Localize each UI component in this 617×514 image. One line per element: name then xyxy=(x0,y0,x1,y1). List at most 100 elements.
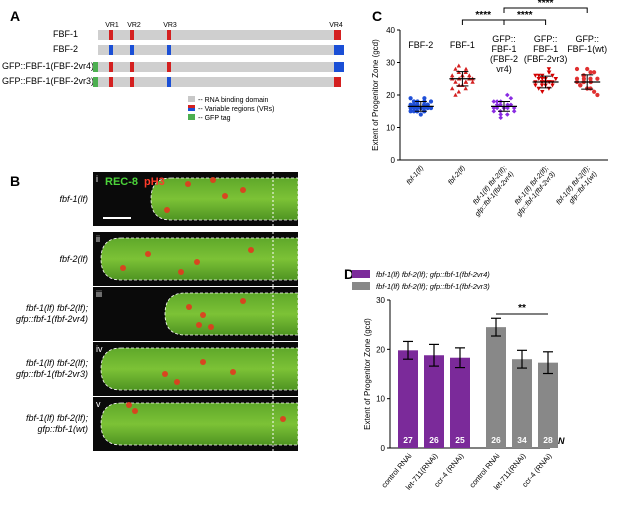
data-point xyxy=(511,108,517,114)
group-title: FBF-1 xyxy=(533,44,558,54)
y-tick-label: 0 xyxy=(391,156,396,165)
genotype-label: fbf-1(lf) fbf-2(lf); gfp::fbf-1(fbf-2vr3) xyxy=(0,358,88,380)
vr3-label: VR3 xyxy=(163,22,177,29)
fbf1-vr2 xyxy=(130,30,134,40)
ph3-positive-nucleus xyxy=(240,298,246,304)
ph3-positive-nucleus xyxy=(222,193,228,199)
domain-diagram-svg: VR1 VR2 VR3 VR4 FBF-1 FBF-2 GFP::FBF-1(F… xyxy=(2,22,344,122)
micrograph-panel: i REC-8 pH3 xyxy=(93,172,298,226)
data-point xyxy=(453,66,458,71)
legend-vr-swatch-blue xyxy=(188,108,195,111)
fbf1-vr4 xyxy=(334,30,341,40)
fbf2-vr4 xyxy=(334,45,344,55)
significance-bracket xyxy=(503,7,588,13)
data-point xyxy=(508,95,514,101)
y-tick-label: 20 xyxy=(386,91,395,100)
data-point xyxy=(553,76,558,81)
ph3-positive-nucleus xyxy=(178,269,184,275)
data-point xyxy=(588,86,593,91)
ph3-positive-nucleus xyxy=(126,402,132,408)
data-point xyxy=(470,79,475,84)
data-point xyxy=(546,67,552,72)
ph3-positive-nucleus xyxy=(120,265,126,271)
gonad-tissue xyxy=(101,238,298,280)
gonad-outline xyxy=(164,292,298,336)
vr4-vr3 xyxy=(167,62,171,72)
bar xyxy=(424,355,444,448)
legend-gfp-text: -- GFP tag xyxy=(198,115,231,122)
group-title: GFP:: xyxy=(534,34,558,44)
ph3-positive-nucleus xyxy=(210,177,216,183)
data-point xyxy=(453,79,458,84)
y-tick-label: 0 xyxy=(381,444,386,453)
vr4-bar xyxy=(98,62,344,72)
ph3-positive-nucleus xyxy=(280,416,286,422)
bar xyxy=(450,357,470,448)
genotype-label: fbf-1(lf) fbf-2(lf); gfp::fbf-1(fbf-2vr4) xyxy=(0,303,88,325)
construct-label-fbf1: FBF-1 xyxy=(53,29,78,39)
data-point xyxy=(450,86,455,91)
data-point xyxy=(498,115,503,121)
panel-c-scatter-chart: 0 10 20 30 40 Extent of Progenitor Zone (gcd)… xyxy=(371,0,608,218)
fbf1-vr1 xyxy=(109,30,113,40)
legend-label: fbf-1(lf) fbf-2(lf); gfp::fbf-1(fbf-2vr3… xyxy=(376,282,490,291)
data-point xyxy=(595,92,600,98)
vr3-gfp xyxy=(93,77,98,87)
gonad-outline xyxy=(100,402,298,446)
vr3-vr4 xyxy=(334,77,341,87)
ph3-positive-nucleus xyxy=(186,304,192,310)
data-point xyxy=(491,105,497,111)
micrograph-svg xyxy=(100,397,298,451)
micrograph-panel: v xyxy=(93,397,298,451)
vr2-label: VR2 xyxy=(127,22,141,29)
significance-label: ** xyxy=(518,303,526,314)
category-label: fbf-1(lf) fbf-2(lf);gfp::fbf-1(fbf-2vr4) xyxy=(467,165,515,218)
bar xyxy=(512,359,532,448)
fbf2-vr1 xyxy=(109,45,113,55)
data-point xyxy=(491,108,497,114)
vr1-label: VR1 xyxy=(105,22,119,29)
vr4-label: VR4 xyxy=(329,22,343,29)
group-title: GFP:: xyxy=(492,34,516,44)
data-point xyxy=(588,70,593,75)
bar xyxy=(538,362,558,448)
group-title: GFP:: xyxy=(575,34,599,44)
data-point xyxy=(498,112,503,117)
data-point xyxy=(592,70,597,75)
group-title: FBF-1(wt) xyxy=(567,44,607,54)
y-tick-label: 20 xyxy=(376,345,385,354)
data-point xyxy=(533,83,538,88)
micrograph-panel: ii xyxy=(93,232,298,286)
ph3-positive-nucleus xyxy=(248,247,254,253)
micrograph-panel: iv xyxy=(93,342,298,396)
y-tick-label: 10 xyxy=(386,124,395,133)
ph3-positive-nucleus xyxy=(194,259,200,265)
ph3-positive-nucleus xyxy=(185,181,191,187)
data-point xyxy=(546,70,552,75)
legend-swatch xyxy=(352,282,370,290)
ph3-positive-nucleus xyxy=(132,408,138,414)
gonad-outline xyxy=(150,177,298,221)
data-point xyxy=(511,105,517,111)
panel-roman-numeral: v xyxy=(96,399,101,409)
data-point xyxy=(408,96,413,101)
data-point xyxy=(536,76,541,81)
fbf2-vr2 xyxy=(130,45,134,55)
ph3-positive-nucleus xyxy=(240,187,246,193)
panel-c-label: C xyxy=(372,8,383,24)
genotype-label: fbf-2(lf) xyxy=(0,254,88,265)
data-point xyxy=(505,92,510,98)
category-label: fbf-1(lf) xyxy=(406,165,426,186)
data-point xyxy=(463,66,469,71)
panel-a-domain-diagram: VR1 VR2 VR3 VR4 FBF-1 FBF-2 GFP::FBF-1(F… xyxy=(0,0,345,170)
ph3-positive-nucleus xyxy=(230,369,236,375)
group-title: (FBF-2vr3) xyxy=(524,54,568,64)
fbf2-bar xyxy=(98,45,344,55)
data-point xyxy=(546,86,552,91)
bar xyxy=(486,327,506,448)
group-title: vr4) xyxy=(496,64,512,74)
gonad-outline xyxy=(100,237,298,281)
gonad-tissue xyxy=(101,348,298,390)
gonad-tissue xyxy=(151,178,298,220)
category-label: fbf-1(lf) fbf-2(lf);gfp::fbf-1(wt) xyxy=(555,165,598,212)
